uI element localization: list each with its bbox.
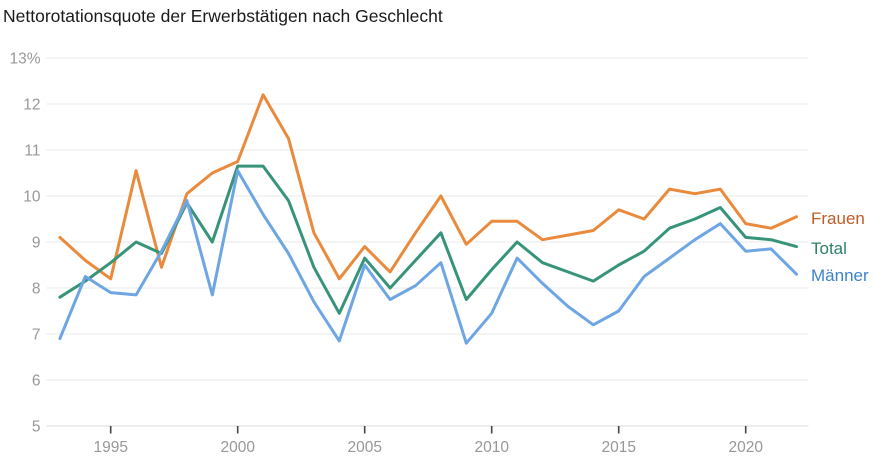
y-axis-label: 6 bbox=[32, 373, 41, 390]
legend-label-maenner: Männer bbox=[811, 266, 869, 286]
chart-title: Nettorotationsquote der Erwerbstätigen n… bbox=[3, 6, 443, 26]
y-axis-label: 10 bbox=[23, 189, 41, 206]
x-axis-label: 2000 bbox=[220, 439, 255, 456]
y-axis-label: 5 bbox=[32, 419, 41, 436]
y-axis-label: 12 bbox=[23, 97, 40, 114]
x-axis-label: 2020 bbox=[728, 439, 763, 456]
x-axis-label: 2010 bbox=[474, 439, 509, 456]
y-axis-label: 11 bbox=[24, 143, 40, 160]
legend-label-frauen: Frauen bbox=[811, 208, 865, 228]
y-axis-label: 8 bbox=[32, 281, 41, 298]
y-axis-label: 13% bbox=[9, 51, 40, 68]
series-line-frauen bbox=[58, 93, 798, 281]
x-axis-label: 2015 bbox=[601, 439, 635, 456]
legend-label-total: Total bbox=[811, 238, 847, 258]
y-axis-label: 9 bbox=[32, 235, 41, 252]
x-axis-label: 1995 bbox=[93, 439, 127, 456]
y-axis-label: 7 bbox=[32, 327, 41, 344]
series-line-mnner bbox=[58, 169, 798, 345]
x-axis-label: 2005 bbox=[347, 439, 381, 456]
